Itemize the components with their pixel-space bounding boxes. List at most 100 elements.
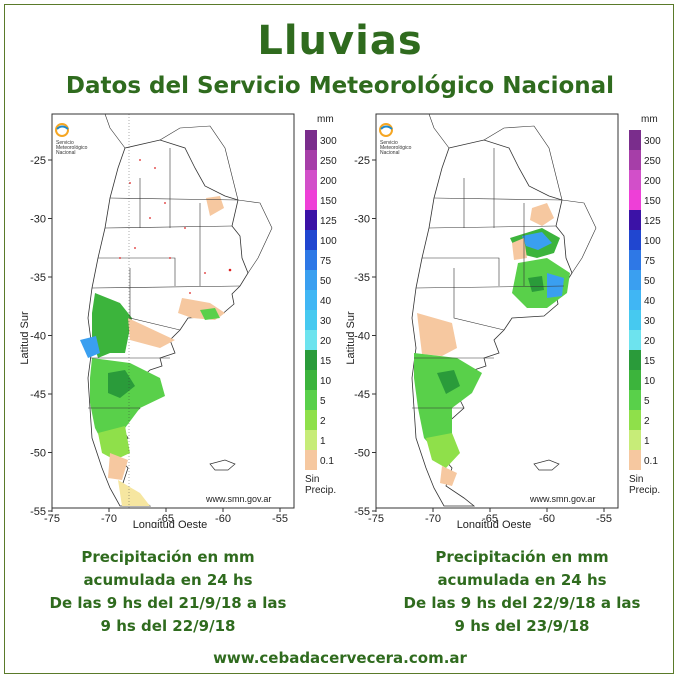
x-tick-label: -75 <box>44 513 60 525</box>
y-tick-label: -45 <box>30 389 46 401</box>
legend-unit: mm <box>641 114 658 125</box>
legend-label: 5 <box>320 396 326 407</box>
logo-text-1: Servicio <box>380 140 398 146</box>
legend-swatch <box>629 130 641 150</box>
x-tick-label: -75 <box>368 513 384 525</box>
legend-label: 100 <box>320 236 337 247</box>
legend-swatch <box>629 450 641 470</box>
y-tick-label: -30 <box>354 214 370 226</box>
caption-line: Precipitación en mm <box>81 548 255 566</box>
legend-swatch <box>629 150 641 170</box>
map-panel-right: Servicio Meteorológico Nacional www.smn.… <box>342 108 672 531</box>
legend-label: 5 <box>644 396 650 407</box>
logo-text-2: Meteorológico <box>56 145 88 151</box>
source-url: www.smn.gov.ar <box>529 494 595 504</box>
x-tick-label: -55 <box>596 513 612 525</box>
y-tick-label: -25 <box>354 155 370 167</box>
legend-label: 10 <box>320 376 332 387</box>
legend-label: 15 <box>320 356 332 367</box>
legend-swatch <box>305 210 317 230</box>
x-tick-label: -60 <box>215 513 231 525</box>
caption-right: Precipitación en mm acumulada en 24 hs D… <box>372 546 672 638</box>
precipitation-map-right: Servicio Meteorológico Nacional www.smn.… <box>345 113 661 531</box>
legend-unit: mm <box>317 114 334 125</box>
y-tick-label: -55 <box>354 506 370 518</box>
page-subtitle: Datos del Servicio Meteorológico Naciona… <box>65 73 615 99</box>
legend-swatch <box>305 450 317 470</box>
source-url: www.smn.gov.ar <box>205 494 271 504</box>
legend-label: 250 <box>644 156 661 167</box>
legend-label: 50 <box>320 276 332 287</box>
caption-line: 9 hs del 23/9/18 <box>454 617 590 635</box>
legend-swatch <box>305 410 317 430</box>
legend-label: 40 <box>644 296 656 307</box>
caption-line: 9 hs del 22/9/18 <box>100 617 236 635</box>
x-axis-label: Longitud Oeste <box>133 519 208 528</box>
legend-label: 75 <box>320 256 332 267</box>
y-tick-label: -55 <box>30 506 46 518</box>
y-tick-label: -35 <box>30 272 46 284</box>
x-tick-label: -65 <box>482 513 498 525</box>
legend-swatch <box>305 390 317 410</box>
y-axis-label: Latitud Sur <box>345 311 357 365</box>
legend-swatch <box>629 330 641 350</box>
legend-swatch <box>305 330 317 350</box>
legend-label: 2 <box>644 416 650 427</box>
y-tick-label: -30 <box>30 214 46 226</box>
legend-no-precip: Sin <box>305 474 319 485</box>
y-axis-label: Latitud Sur <box>19 311 31 365</box>
legend-label: 100 <box>644 236 661 247</box>
legend-swatch <box>629 430 641 450</box>
x-axis-label: Longitud Oeste <box>457 519 532 528</box>
caption-line: acumulada en 24 hs <box>83 571 253 589</box>
logo-text-2: Meteorológico <box>380 145 412 151</box>
legend-swatch <box>629 250 641 270</box>
legend-swatch <box>629 210 641 230</box>
legend-swatch <box>629 270 641 290</box>
legend-label: 300 <box>320 136 337 147</box>
y-tick-label: -35 <box>354 272 370 284</box>
legend-swatch <box>629 170 641 190</box>
footer-url: www.cebadacervecera.com.ar <box>213 649 467 667</box>
legend-label: 40 <box>320 296 332 307</box>
border-frame <box>4 4 674 674</box>
legend-label: 1 <box>644 436 650 447</box>
legend-swatch <box>305 130 317 150</box>
legend-swatch <box>305 290 317 310</box>
legend-label: 30 <box>320 316 332 327</box>
smn-logo: Servicio Meteorológico Nacional <box>379 123 412 156</box>
legend-swatch <box>305 370 317 390</box>
y-tick-label: -40 <box>354 331 370 343</box>
legend-swatch <box>305 350 317 370</box>
legend-swatch <box>305 150 317 170</box>
caption-line: Precipitación en mm <box>435 548 609 566</box>
x-tick-label: -70 <box>425 513 441 525</box>
legend-label: 0.1 <box>644 456 658 467</box>
legend-swatch <box>305 250 317 270</box>
legend-label: 250 <box>320 156 337 167</box>
logo-text-3: Nacional <box>380 150 399 156</box>
y-tick-label: -25 <box>30 155 46 167</box>
caption-line: acumulada en 24 hs <box>437 571 607 589</box>
legend-label: 200 <box>320 176 337 187</box>
legend-label: 150 <box>320 196 337 207</box>
legend-swatch <box>305 310 317 330</box>
legend-label: 125 <box>644 216 661 227</box>
legend-swatch <box>305 430 317 450</box>
logo-text-1: Servicio <box>56 140 74 146</box>
legend-label: 10 <box>644 376 656 387</box>
logo-text-3: Nacional <box>56 150 75 156</box>
x-tick-label: -65 <box>158 513 174 525</box>
legend-label: 125 <box>320 216 337 227</box>
x-tick-label: -55 <box>272 513 288 525</box>
legend-no-precip: Precip. <box>629 485 660 496</box>
legend-label: 75 <box>644 256 656 267</box>
y-tick-label: -50 <box>354 448 370 460</box>
y-tick-label: -45 <box>354 389 370 401</box>
legend-swatch <box>305 270 317 290</box>
legend-label: 300 <box>644 136 661 147</box>
legend-label: 0.1 <box>320 456 334 467</box>
legend-label: 20 <box>320 336 332 347</box>
legend-swatch <box>629 230 641 250</box>
legend-swatch <box>305 190 317 210</box>
